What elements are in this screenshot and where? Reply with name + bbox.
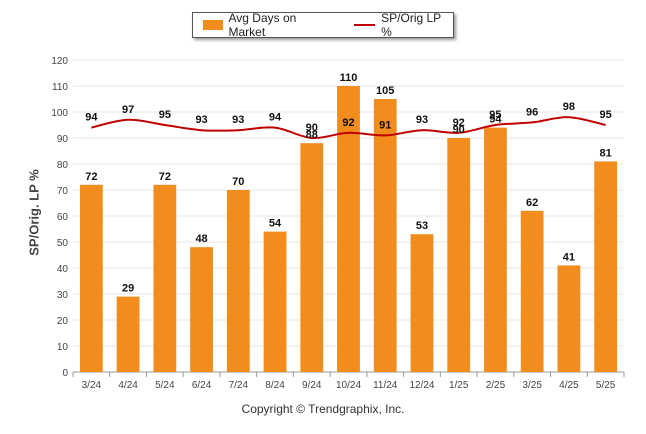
bar-value-label: 90 — [453, 124, 465, 136]
legend-item-days[interactable]: Avg Days on Market — [203, 11, 334, 39]
y-tick-label: 50 — [57, 238, 69, 249]
bar — [410, 234, 434, 372]
legend-label-sp: SP/Orig LP % — [381, 11, 441, 39]
line-value-label: 91 — [379, 119, 391, 131]
line-value-label: 93 — [232, 114, 244, 126]
x-tick-label: 5/25 — [596, 380, 616, 391]
y-tick-label: 60 — [57, 212, 69, 223]
copyright-footer: Copyright © Trendgraphix, Inc. — [241, 402, 405, 416]
bar — [226, 190, 250, 372]
bar — [153, 184, 177, 372]
bar-value-label: 29 — [122, 283, 134, 295]
bar — [557, 265, 581, 372]
bar — [263, 231, 287, 372]
line-value-label: 92 — [453, 117, 465, 129]
bar-value-label: 81 — [600, 147, 612, 159]
bar — [520, 210, 544, 372]
bar-value-label: 110 — [340, 72, 358, 84]
bar — [300, 143, 324, 372]
bar — [337, 86, 360, 372]
line-value-label: 95 — [489, 109, 501, 121]
y-tick-label: 20 — [57, 316, 69, 327]
y-tick-label: 110 — [52, 82, 68, 93]
x-tick-label: 11/24 — [373, 380, 398, 391]
legend-line-swatch — [353, 24, 376, 26]
x-tick-label: 3/24 — [82, 380, 102, 391]
x-tick-label: 6/24 — [192, 380, 212, 391]
bar-value-label: 70 — [232, 176, 244, 188]
line-value-label: 95 — [159, 109, 171, 121]
x-tick-label: 5/24 — [155, 380, 175, 391]
x-tick-label: 7/24 — [229, 380, 249, 391]
bar — [190, 247, 213, 372]
x-tick-label: 4/24 — [118, 380, 138, 391]
line-value-label: 90 — [306, 122, 318, 134]
x-tick-label: 1/25 — [449, 380, 469, 391]
y-tick-label: 0 — [62, 368, 68, 379]
line-value-label: 98 — [563, 101, 575, 113]
bar-value-label: 88 — [306, 129, 318, 141]
line-value-label: 96 — [526, 106, 538, 118]
legend-label-days: Avg Days on Market — [228, 11, 297, 39]
bar — [484, 127, 507, 372]
x-tick-label: 9/24 — [302, 380, 322, 391]
line-value-label: 95 — [600, 109, 612, 121]
bar — [373, 99, 397, 372]
y-tick-label: 30 — [57, 290, 69, 301]
bar-value-label: 62 — [526, 197, 538, 209]
legend: Avg Days on Market SP/Orig LP % — [192, 11, 454, 39]
x-tick-label: 3/25 — [522, 380, 542, 391]
bar — [79, 184, 103, 372]
bar-value-label: 105 — [376, 85, 394, 97]
legend-item-sp[interactable]: SP/Orig LP % — [344, 11, 453, 39]
bar — [116, 296, 140, 372]
line-value-label: 94 — [85, 112, 98, 124]
bar — [447, 138, 471, 372]
y-tick-label: 90 — [57, 134, 69, 145]
bar-value-label: 94 — [489, 114, 502, 126]
y-tick-label: 80 — [57, 160, 69, 171]
x-tick-label: 12/24 — [409, 380, 434, 391]
line-value-label: 94 — [269, 112, 282, 124]
x-tick-label: 4/25 — [559, 380, 579, 391]
bar-value-label: 72 — [159, 171, 171, 183]
bar-value-label: 54 — [269, 218, 282, 230]
line-value-label: 93 — [416, 114, 428, 126]
y-tick-label: 10 — [57, 342, 69, 353]
line-value-label: 93 — [195, 114, 207, 126]
y-tick-label: 120 — [51, 56, 68, 67]
line-value-label: 92 — [342, 117, 354, 129]
line-value-label: 97 — [122, 104, 134, 116]
y-tick-label: 100 — [51, 108, 68, 119]
bar-value-label: 72 — [85, 171, 97, 183]
sp-orig-lp-line — [91, 116, 606, 140]
y-axis-label: SP/Orig. LP % — [26, 169, 42, 256]
x-tick-label: 2/25 — [486, 380, 506, 391]
y-tick-label: 40 — [57, 264, 69, 275]
legend-bar-swatch — [203, 20, 223, 30]
x-tick-label: 10/24 — [336, 380, 361, 391]
bar-value-label: 48 — [195, 233, 207, 245]
y-tick-label: 70 — [57, 186, 69, 197]
x-tick-label: 8/24 — [265, 380, 285, 391]
bar — [594, 161, 618, 372]
bar-value-label: 53 — [416, 220, 428, 232]
bar-value-label: 41 — [563, 251, 575, 263]
